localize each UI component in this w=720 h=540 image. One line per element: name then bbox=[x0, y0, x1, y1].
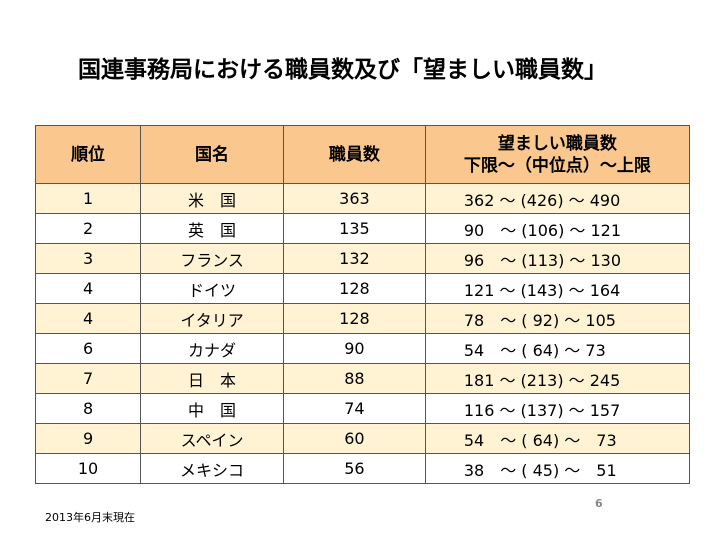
table-cell: 日 本 bbox=[140, 363, 284, 394]
table-row: 10 メキシコ 56 38 ～ ( 45) ～ 51 bbox=[34, 453, 691, 484]
table-cell: 米 国 bbox=[140, 183, 284, 214]
table-row: 4 イタリア 128 78 ～ ( 92) ～ 105 bbox=[34, 303, 691, 334]
table-cell: 38 ～ ( 45) ～ 51 bbox=[424, 453, 691, 484]
table-cell: 4 bbox=[34, 273, 142, 304]
table-row: 6 カナダ 90 54 ～ ( 64) ～ 73 bbox=[34, 333, 691, 364]
table-cell: 88 bbox=[282, 363, 426, 394]
table-cell: 54 ～ ( 64) ～ 73 bbox=[424, 333, 691, 364]
table-cell: 8 bbox=[34, 393, 142, 424]
table-cell: 121 ～ (143) ～ 164 bbox=[424, 273, 691, 304]
table-cell: 中 国 bbox=[140, 393, 284, 424]
table-cell: 181 ～ (213) ～ 245 bbox=[424, 363, 691, 394]
staff-table: 順位 国名 職員数 望ましい職員数 下限～（中位点）～上限 1 米 国 363 362 ～ (… bbox=[34, 125, 691, 484]
table-cell: 90 bbox=[282, 333, 426, 364]
table-cell: 54 ～ ( 64) ～ 73 bbox=[424, 423, 691, 454]
table-cell: 7 bbox=[34, 363, 142, 394]
table-cell: 6 bbox=[34, 333, 142, 364]
table-cell: 116 ～ (137) ～ 157 bbox=[424, 393, 691, 424]
table-cell: 60 bbox=[282, 423, 426, 454]
table-cell: 128 bbox=[282, 273, 426, 304]
column-header: 順位 bbox=[34, 125, 142, 184]
title: 国連事務局における職員数及び「望ましい職員数」 bbox=[78, 57, 607, 83]
table-cell: 90 ～ (106) ～ 121 bbox=[424, 213, 691, 244]
table-cell: ドイツ bbox=[140, 273, 284, 304]
table-cell: 英 国 bbox=[140, 213, 284, 244]
table-cell: 132 bbox=[282, 243, 426, 274]
table-cell: 56 bbox=[282, 453, 426, 484]
column-header: 職員数 bbox=[282, 125, 426, 184]
table-cell: 4 bbox=[34, 303, 142, 334]
table-cell: メキシコ bbox=[140, 453, 284, 484]
table-cell: 96 ～ (113) ～ 130 bbox=[424, 243, 691, 274]
table-cell: 2 bbox=[34, 213, 142, 244]
table-cell: 3 bbox=[34, 243, 142, 274]
table-cell: スペイン bbox=[140, 423, 284, 454]
table-cell: カナダ bbox=[140, 333, 284, 364]
table-cell: 362 ～ (426) ～ 490 bbox=[424, 183, 691, 214]
table-row: 9 スペイン 60 54 ～ ( 64) ～ 73 bbox=[34, 423, 691, 454]
table-cell: 135 bbox=[282, 213, 426, 244]
table-cell: 9 bbox=[34, 423, 142, 454]
table-row: 4 ドイツ 128 121 ～ (143) ～ 164 bbox=[34, 273, 691, 304]
table-cell: イタリア bbox=[140, 303, 284, 334]
table-cell: 10 bbox=[34, 453, 142, 484]
table-row: 3 フランス 132 96 ～ (113) ～ 130 bbox=[34, 243, 691, 274]
table-cell: 74 bbox=[282, 393, 426, 424]
table-cell: 363 bbox=[282, 183, 426, 214]
table-cell: 128 bbox=[282, 303, 426, 334]
note: 2013年6月末現在 bbox=[45, 511, 135, 524]
page-number: 6 bbox=[595, 497, 603, 510]
column-header: 国名 bbox=[140, 125, 284, 184]
column-header: 望ましい職員数 下限～（中位点）～上限 bbox=[424, 125, 691, 184]
table-cell: 1 bbox=[34, 183, 142, 214]
table-cell: 78 ～ ( 92) ～ 105 bbox=[424, 303, 691, 334]
header-row: 順位 国名 職員数 望ましい職員数 下限～（中位点）～上限 bbox=[34, 125, 691, 184]
table-cell: フランス bbox=[140, 243, 284, 274]
